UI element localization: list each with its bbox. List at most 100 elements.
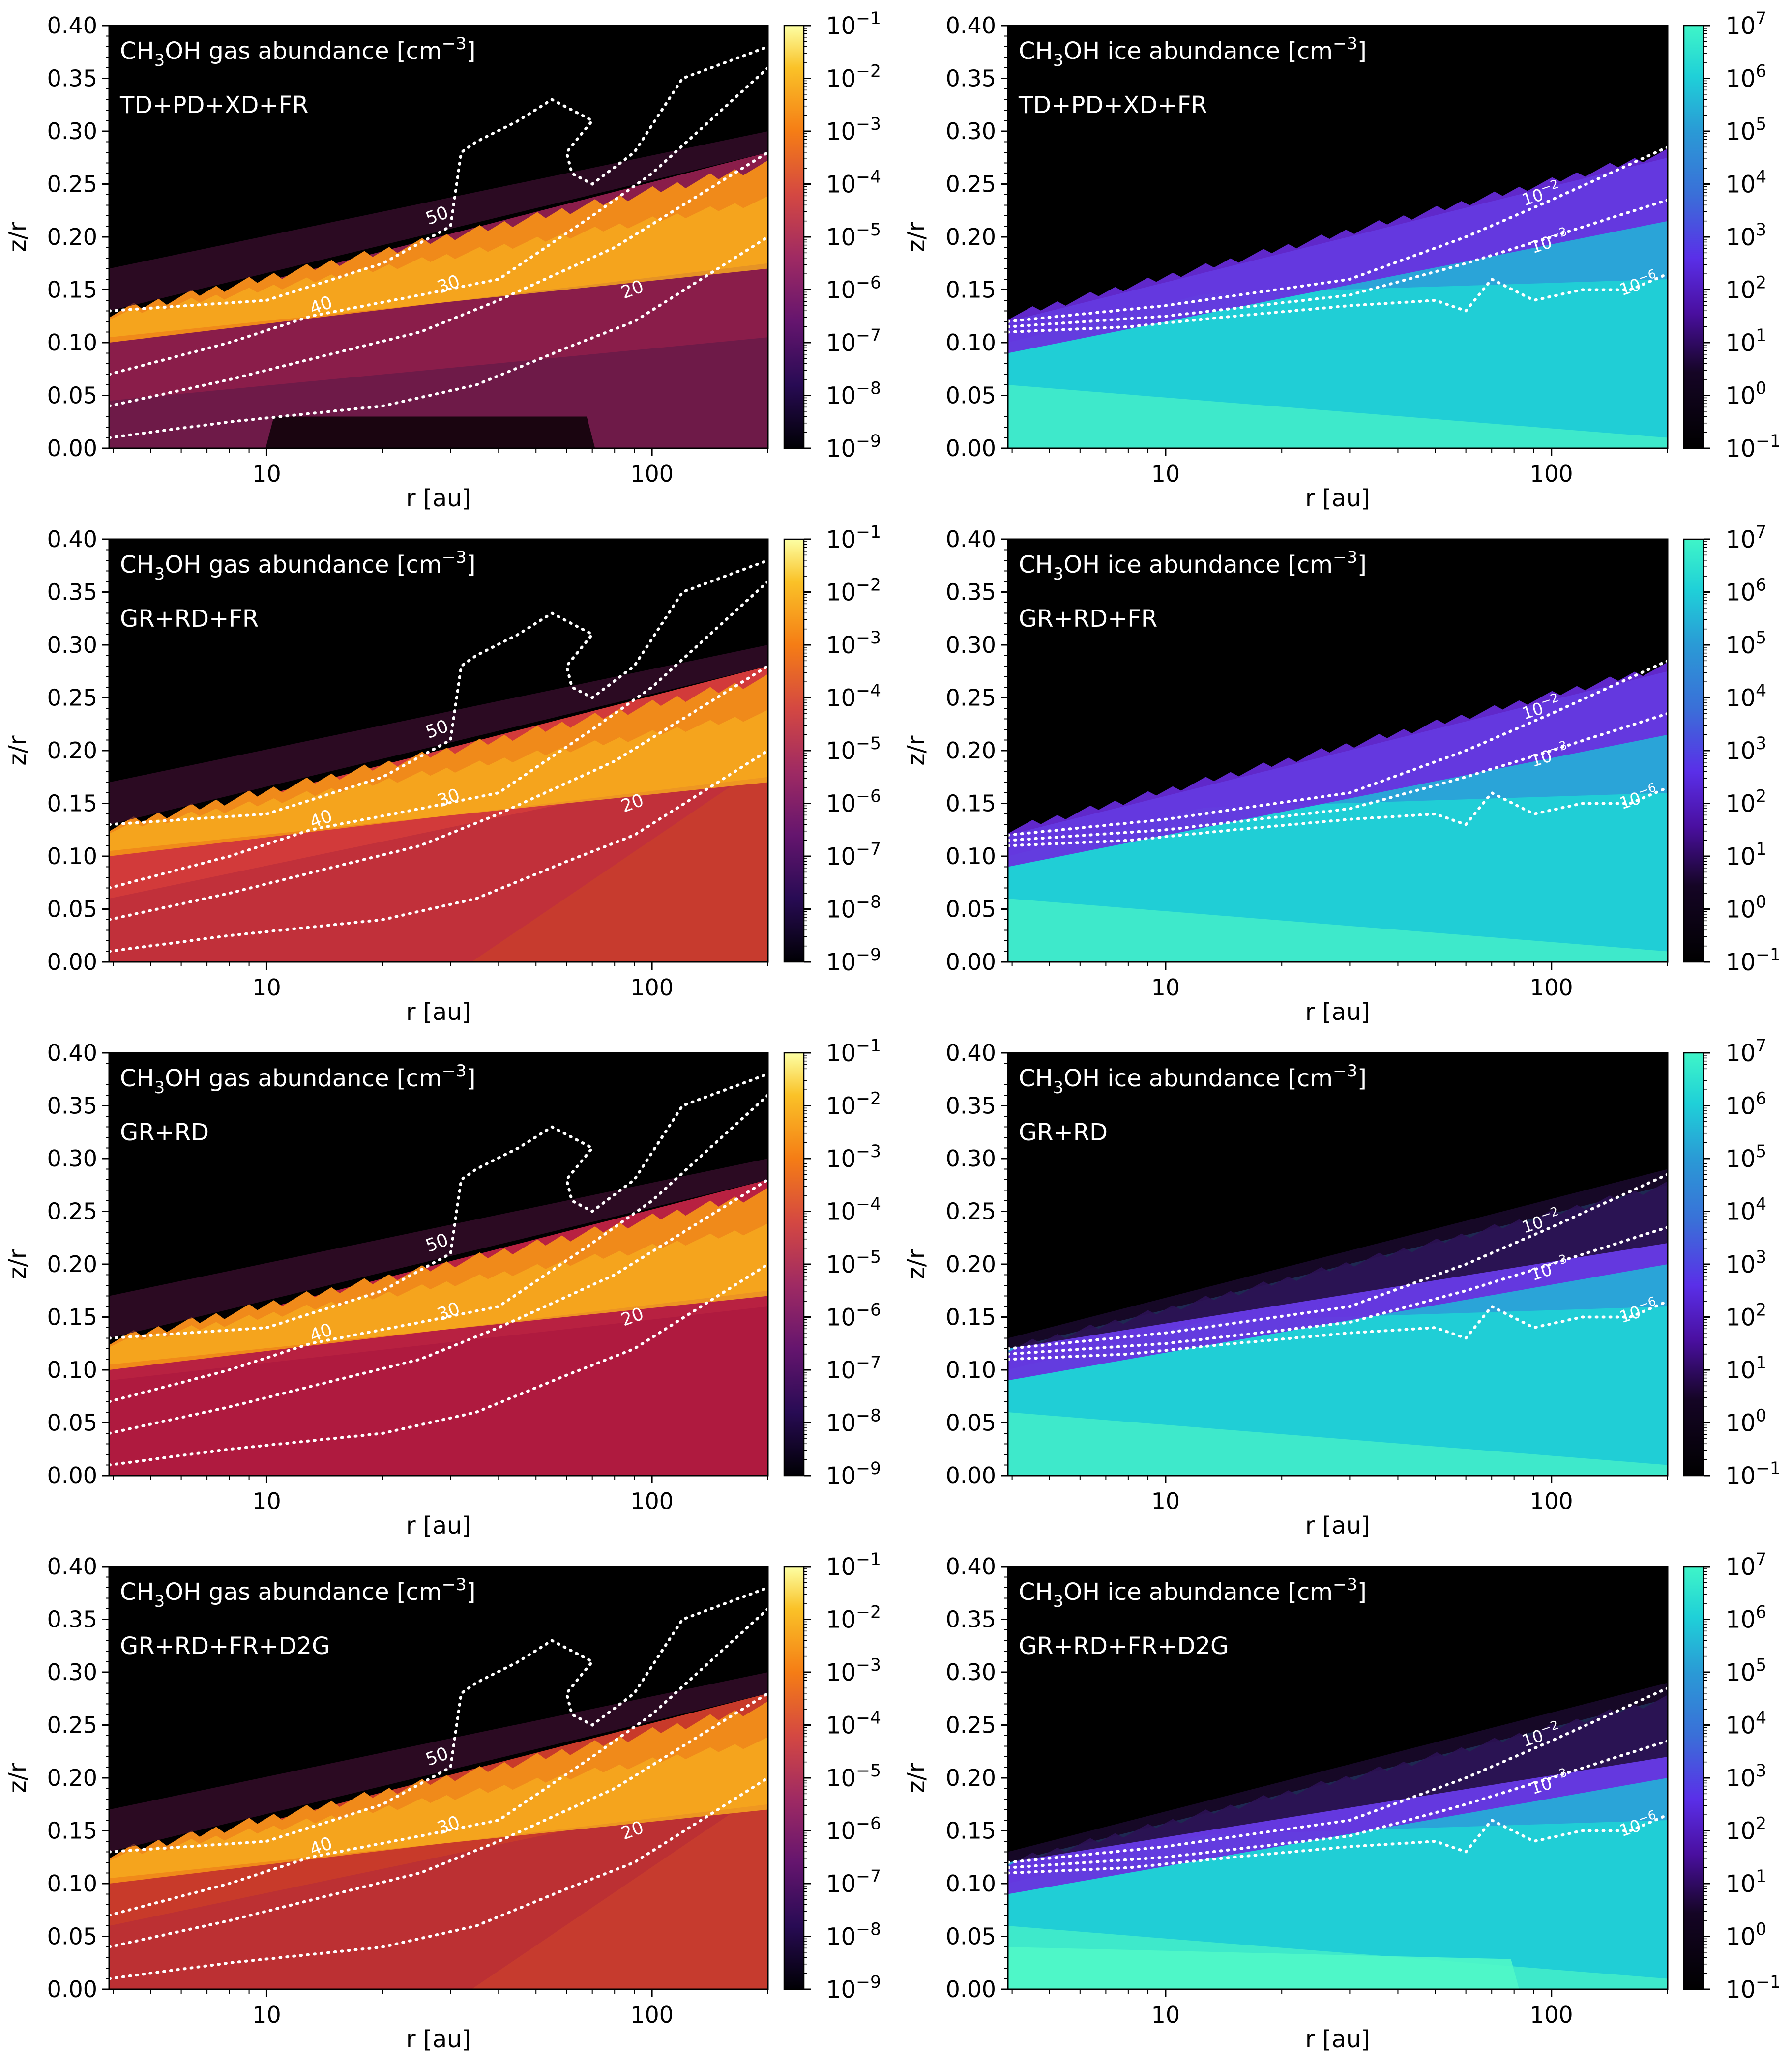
colorbar-tick-label-base: 10 — [1726, 65, 1756, 93]
gas-peak-band — [109, 1223, 768, 1365]
y-axis-label: z/r — [4, 1763, 31, 1793]
colorbar-tick-label: 10−2 — [826, 575, 881, 606]
y-tick-label: 0.20 — [47, 1251, 97, 1277]
colorbar-tick-label: 10−3 — [826, 628, 881, 659]
colorbar-tick-label: 103 — [1726, 1248, 1766, 1278]
colorbar-tick-label-exp: 4 — [1756, 167, 1766, 187]
colorbar-tick-label-exp: 5 — [1756, 1142, 1766, 1161]
colorbar-tick-label-exp: −4 — [856, 681, 881, 700]
title-post: ] — [467, 37, 476, 65]
title-pre: CH — [1019, 1578, 1053, 1606]
colorbar-tick-label-base: 10 — [826, 737, 856, 765]
model-label: TD+PD+XD+FR — [119, 91, 309, 119]
title-pre: CH — [1019, 37, 1053, 65]
colorbar — [1683, 25, 1704, 449]
colorbar-tick-label-base: 10 — [1726, 737, 1756, 765]
title-mid: OH gas abundance [cm — [165, 551, 441, 579]
colorbar-tick-label-base: 10 — [1726, 896, 1756, 924]
ice-inner-midplane — [1008, 1412, 1668, 1476]
colorbar-tick-label-base: 10 — [1726, 435, 1756, 463]
title-pre: CH — [1019, 1065, 1053, 1092]
colorbar-tick-label-base: 10 — [1726, 1145, 1756, 1173]
colorbar-tick-label: 10−5 — [826, 1761, 881, 1792]
colorbar-tick-label: 10−7 — [826, 840, 881, 871]
colorbar-tick-label-exp: 3 — [1756, 1248, 1766, 1267]
model-label: GR+RD+FR — [1019, 605, 1157, 633]
colorbar-tick-label-exp: −6 — [856, 1814, 881, 1833]
temperature-contour — [109, 559, 768, 826]
ice-surface-layer — [1008, 148, 1668, 353]
colorbar-tick-label: 102 — [1726, 1300, 1766, 1331]
y-axis-label: z/r — [903, 222, 930, 252]
y-tick-label: 0.15 — [47, 277, 97, 303]
y-tick-label: 0.10 — [946, 1357, 996, 1383]
y-tick-label: 0.05 — [946, 1410, 996, 1436]
colorbar-tick-label-base: 10 — [826, 1304, 856, 1332]
title-mid: OH gas abundance [cm — [165, 1065, 441, 1092]
colorbar-tick-label: 101 — [1726, 326, 1766, 357]
colorbar-tick-label: 103 — [1726, 734, 1766, 765]
y-axis-label: z/r — [903, 1249, 930, 1279]
y-tick-label: 0.40 — [47, 526, 97, 552]
colorbar-tick-label: 10−2 — [826, 1602, 881, 1633]
title-post: ] — [1357, 1065, 1367, 1092]
colorbar-tick-label-exp: −7 — [856, 1867, 881, 1887]
colorbar-tick-label-exp: −5 — [856, 734, 881, 754]
colorbar-tick-label-exp: 3 — [1756, 1761, 1766, 1781]
colorbar-tick-label-base: 10 — [826, 435, 856, 463]
y-tick-label: 0.30 — [946, 1659, 996, 1685]
x-tick-label: 10 — [1151, 2002, 1180, 2028]
colorbar-tick-label-base: 10 — [1726, 1040, 1756, 1067]
y-tick-label: 0.35 — [946, 1606, 996, 1633]
contour-label: 10−2 — [1519, 176, 1563, 210]
colorbar-tick-label: 105 — [1726, 1142, 1766, 1173]
temperature-contour — [109, 1586, 768, 1854]
colorbar-tick-label-exp: 6 — [1756, 575, 1766, 595]
x-tick-label: 100 — [1530, 1488, 1573, 1514]
colorbar-tick-label: 101 — [1726, 1867, 1766, 1898]
x-axis-label: r [au] — [406, 1512, 471, 1539]
title-sup: −3 — [1333, 34, 1357, 54]
title-post: ] — [1357, 551, 1367, 579]
colorbar-tick-label: 10−7 — [826, 1353, 881, 1384]
abundance-contour — [1008, 1813, 1668, 1875]
x-tick-label: 100 — [630, 2002, 674, 2028]
colorbar-tick-label-base: 10 — [826, 1462, 856, 1490]
colorbar-tick-label: 10−5 — [826, 1248, 881, 1278]
colorbar-tick-label-base: 10 — [1726, 12, 1756, 40]
colorbar-tick-label-base: 10 — [826, 685, 856, 712]
x-tick-label: 10 — [252, 1488, 281, 1514]
temperature-contour — [109, 665, 768, 921]
colorbar-tick-label: 10−9 — [826, 1973, 881, 2003]
title-sub: 3 — [154, 1078, 165, 1098]
colorbar-tick-label: 10−5 — [826, 734, 881, 765]
colorbar-tick-label-exp: −7 — [856, 326, 881, 346]
colorbar-tick-label-exp: −2 — [856, 61, 881, 81]
y-tick-label: 0.15 — [47, 1304, 97, 1331]
y-tick-label: 0.25 — [946, 1198, 996, 1225]
y-tick-label: 0.20 — [946, 1251, 996, 1277]
y-tick-label: 0.35 — [946, 579, 996, 606]
colorbar-tick-label-base: 10 — [826, 579, 856, 607]
x-axis-label: r [au] — [406, 485, 471, 512]
colorbar-tick-label-base: 10 — [1726, 224, 1756, 251]
panel-title: CH3OH gas abundance [cm−3] — [120, 1575, 475, 1611]
colorbar-tick-label-exp: −3 — [856, 1655, 881, 1675]
heatmap-area: 10−210−310−6 — [1008, 539, 1668, 962]
title-post: ] — [467, 551, 476, 579]
colorbar-tick-label-base: 10 — [1726, 1462, 1756, 1490]
colorbar-tick-label: 10−6 — [826, 1300, 881, 1331]
colorbar-tick-label: 10−8 — [826, 378, 881, 409]
temperature-contour — [109, 151, 768, 407]
x-axis-label: r [au] — [1305, 1512, 1370, 1539]
temperature-contour — [109, 1263, 768, 1467]
title-sub: 3 — [154, 51, 165, 70]
gas-inner-body — [109, 1788, 768, 1989]
colorbar-tick-label: 10−9 — [826, 1459, 881, 1490]
panel-title: CH3OH gas abundance [cm−3] — [120, 548, 475, 584]
colorbar-tick-label-exp: −9 — [856, 1973, 881, 1992]
colorbar-tick-label: 104 — [1726, 1194, 1766, 1225]
